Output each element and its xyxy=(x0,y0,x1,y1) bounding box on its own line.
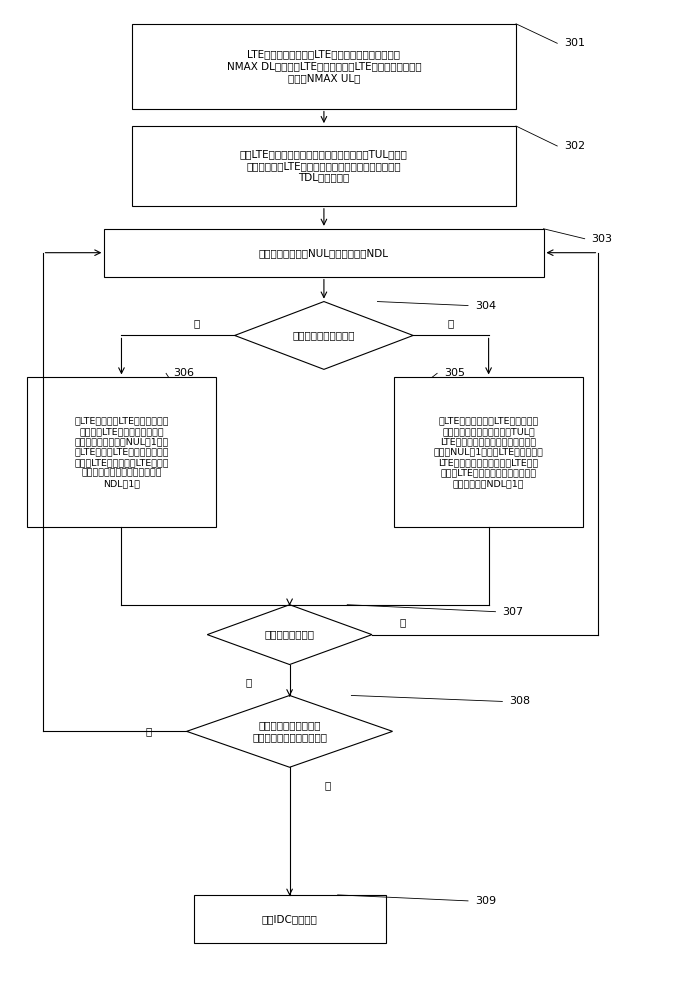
Text: 是: 是 xyxy=(400,618,406,628)
FancyBboxPatch shape xyxy=(394,377,583,527)
FancyBboxPatch shape xyxy=(194,895,386,943)
Text: 触发IDC干扰指示: 触发IDC干扰指示 xyxy=(262,914,318,924)
Text: 否: 否 xyxy=(194,318,200,328)
Text: 306: 306 xyxy=(173,368,194,378)
Text: 307: 307 xyxy=(502,607,524,617)
Text: 是: 是 xyxy=(325,780,331,790)
Text: 301: 301 xyxy=(564,38,585,48)
Text: 当LTE模块对非LTE模块造成上行
干扰时，LTE模块执行一次自主
拒绝，使上行计数器NUL加1；当
非LTE模块对LTE模块造成下行干
扰时，LTE模块通知非: 当LTE模块对非LTE模块造成上行 干扰时，LTE模块执行一次自主 拒绝，使上行… xyxy=(74,416,169,488)
Text: 初始化上行计数器NUL，下行计数器NDL: 初始化上行计数器NUL，下行计数器NDL xyxy=(259,248,389,258)
Text: 308: 308 xyxy=(509,696,531,706)
Text: 302: 302 xyxy=(564,141,585,151)
FancyBboxPatch shape xyxy=(132,24,516,109)
Text: 根据LTE模块正在处理的业务设定上行定时器TUL的时间
周期；根据非LTE模块正在处理的业务设定下行定时器
TDL的时间周期: 根据LTE模块正在处理的业务设定上行定时器TUL的时间 周期；根据非LTE模块正… xyxy=(240,149,408,183)
Text: 是: 是 xyxy=(448,318,454,328)
FancyBboxPatch shape xyxy=(104,229,544,277)
Text: 309: 309 xyxy=(475,896,496,906)
Polygon shape xyxy=(235,302,413,369)
Text: 303: 303 xyxy=(592,234,613,244)
Text: 否: 否 xyxy=(245,677,251,687)
Text: 是否为首次产生的干扰: 是否为首次产生的干扰 xyxy=(293,330,355,340)
Text: 否: 否 xyxy=(146,726,152,736)
Text: 305: 305 xyxy=(444,368,465,378)
Polygon shape xyxy=(187,695,393,767)
Text: 是否有定时器超时: 是否有定时器超时 xyxy=(265,630,315,640)
FancyBboxPatch shape xyxy=(132,126,516,206)
Text: 当LTE模块首次对非LTE模块造成上
行干扰时，启动上行定时器TUL，
LTE模块执行一次自主拒绝，使上行
计数器NUL加1；当非LTE模块首次对
LTE模块造: 当LTE模块首次对非LTE模块造成上 行干扰时，启动上行定时器TUL， LTE模… xyxy=(433,416,544,488)
FancyBboxPatch shape xyxy=(27,377,216,527)
Text: 304: 304 xyxy=(475,301,496,311)
Text: LTE模块从基站处获取LTE模块的最大自主拒绝次数
NMAX DL以及从非LTE模块处获取非LTE模块的最大自主拒
绝次数NMAX UL。: LTE模块从基站处获取LTE模块的最大自主拒绝次数 NMAX DL以及从非LTE… xyxy=(227,50,421,83)
Text: 是否有计数器的值大于
所述计数器所对应的最大值: 是否有计数器的值大于 所述计数器所对应的最大值 xyxy=(252,721,327,742)
Polygon shape xyxy=(207,605,372,665)
